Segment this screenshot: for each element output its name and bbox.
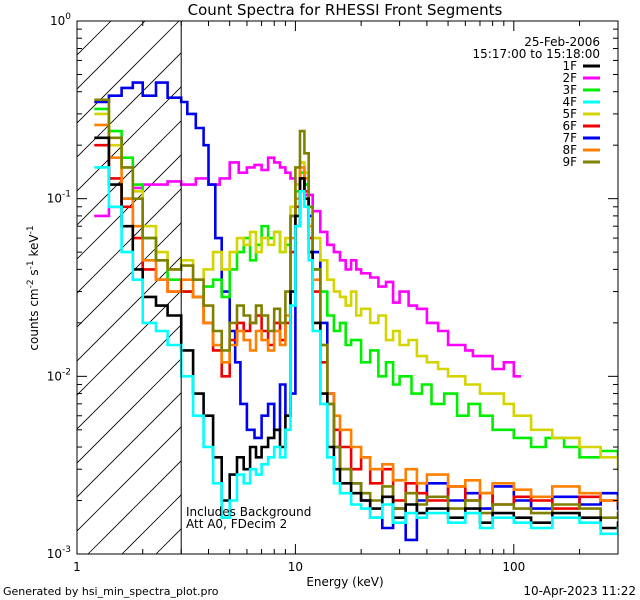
x-tick-label: 10 [288,560,303,574]
hatch-line [77,392,182,498]
x-axis-label: Energy (keV) [306,575,383,589]
legend-label-7F: 7F [562,131,577,145]
series-lines [94,81,618,542]
y-tick-label: 100 [50,12,71,28]
legend-label-4F: 4F [562,95,577,109]
y-axis-label: counts cm-2 s-1 keV-1 [26,225,41,350]
series-6F [94,143,618,510]
hatch-line [77,256,182,362]
hatch-line [77,52,182,158]
hatch-line [77,21,146,90]
annotation-background: Includes Background [186,505,311,519]
y-tick-label: 10-3 [47,545,71,561]
legend-label-3F: 3F [562,83,577,97]
hatched-region [77,21,182,554]
date-label: 25-Feb-2006 [524,35,600,49]
series-5F [94,112,618,471]
chart-title: Count Spectra for RHESSI Front Segments [188,1,503,19]
axes: 1 10 100 10-3 10-2 10-1 100 [47,12,619,574]
plot-frame [76,20,619,555]
hatch-line [77,426,182,532]
legend-label-8F: 8F [562,143,577,157]
series-7F [94,81,618,542]
hatch-line [87,460,182,554]
x-tick-label: 100 [502,560,525,574]
legend-label-9F: 9F [562,155,577,169]
series-1F [94,136,618,530]
footer-generated-by: Generated by hsi_min_spectra_plot.pro [3,585,219,598]
legend-label-1F: 1F [562,59,577,73]
legend-label-5F: 5F [562,107,577,121]
hatch-line [77,21,78,22]
hatch-line [77,21,180,124]
series-4F [94,166,618,536]
footer-timestamp: 10-Apr-2023 11:22 [523,584,636,598]
hatch-line [77,154,182,260]
hatch-line [77,86,182,192]
hatch-line [77,222,182,328]
series-9F [94,98,618,519]
y-tick-label: 10-1 [47,190,71,206]
annotation-attenuator: Att A0, FDecim 2 [186,517,287,531]
series-3F [94,107,618,459]
y-tick-label: 10-2 [47,367,71,383]
hatch-line [77,188,182,294]
time-range-label: 15:17:00 to 15:18:00 [473,47,600,61]
legend-label-2F: 2F [562,71,577,85]
legend-label-6F: 6F [562,119,577,133]
x-tick-label: 1 [73,560,81,574]
series-8F [94,123,618,502]
